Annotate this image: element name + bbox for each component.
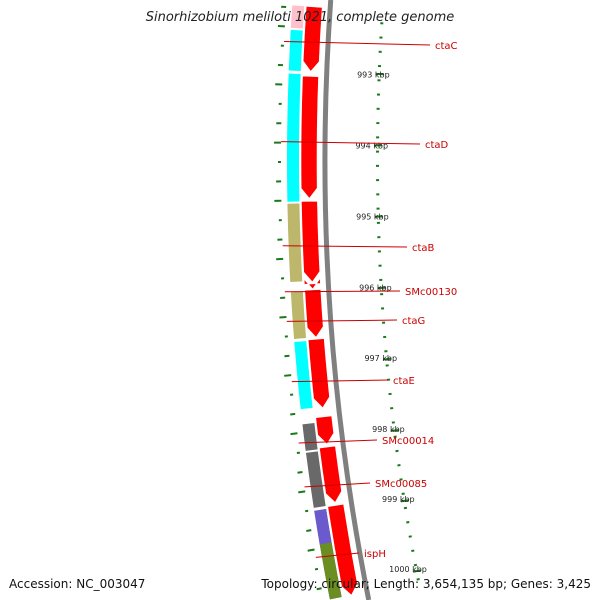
backbone <box>322 0 372 600</box>
scale-label: 1000 kbp <box>389 565 427 574</box>
cog-segment <box>287 203 303 283</box>
minor-tick <box>413 563 418 567</box>
gene-label-smc00130: SMc00130 <box>405 287 457 298</box>
minor-tick <box>416 578 420 581</box>
scale-label: 996 kbp <box>359 283 392 292</box>
accession-label: Accession: NC_003047 <box>9 577 146 591</box>
gc-tick <box>290 412 296 416</box>
leader-line <box>291 379 389 383</box>
gc-tick <box>307 548 315 552</box>
cog-segment <box>288 29 303 71</box>
major-tick <box>390 428 399 432</box>
cog-segment <box>302 423 318 451</box>
gc-tick <box>284 374 292 377</box>
leader-line <box>281 141 421 145</box>
minor-tick <box>408 535 412 538</box>
topology-label: Topology: circular; Length: 3,654,135 bp… <box>261 577 591 591</box>
gc-tick <box>314 567 319 571</box>
leader-line <box>304 482 371 488</box>
cds-track <box>300 6 358 596</box>
map-title: Sinorhizobium meliloti 1021, complete ge… <box>145 10 455 25</box>
leader-line <box>284 41 431 46</box>
cds-arrow <box>300 75 319 199</box>
gc-tick <box>306 529 312 532</box>
cog-segment <box>305 451 326 508</box>
gc-tick <box>298 490 306 494</box>
cog-segment <box>290 291 307 339</box>
gc-tick <box>316 587 322 591</box>
leader-line <box>282 245 408 248</box>
scale-label: 999 kbp <box>382 495 415 504</box>
scale-label: 995 kbp <box>356 212 389 221</box>
leader-line <box>286 319 398 322</box>
gene-label-ctae: ctaE <box>393 376 415 387</box>
cds-arrow <box>319 445 342 503</box>
cds-arrow <box>307 338 330 409</box>
gene-label-smc00014: SMc00014 <box>382 436 434 447</box>
cds-arrow <box>315 415 334 445</box>
cds-arrow <box>301 200 321 283</box>
major-tick <box>400 499 409 503</box>
cds-arrow <box>327 503 358 596</box>
gene-label-ctad: ctaD <box>425 140 449 151</box>
scale-ticks: 993 kbp 994 kbp 995 kbp 996 kbp 997 kbp 998 k… <box>355 22 427 581</box>
leader-line <box>284 290 401 293</box>
scale-label: 997 kbp <box>364 354 397 363</box>
gene-label-smc00085: SMc00085 <box>375 479 427 490</box>
cog-track <box>286 5 342 600</box>
gene-label-isph: ispH <box>364 549 386 560</box>
gene-labels: ctaC ctaD ctaB SMc00130 ctaG ctaE SMc00014 SMc0… <box>364 41 458 560</box>
cds-arrow <box>303 277 321 290</box>
leader-line <box>298 439 378 444</box>
major-tick <box>383 357 392 361</box>
minor-tick <box>411 549 415 553</box>
gc-tick <box>297 471 303 474</box>
cds-arrow <box>304 289 324 338</box>
leader-line <box>315 552 360 558</box>
backbone-line <box>322 0 372 600</box>
scale-label: 994 kbp <box>355 141 388 150</box>
gc-tick <box>290 432 298 436</box>
gene-label-ctac: ctaC <box>435 41 458 52</box>
label-leaders <box>281 41 431 558</box>
gc-ticks <box>274 5 322 591</box>
cog-segment <box>294 341 313 410</box>
cog-segment <box>286 73 301 202</box>
gene-label-ctab: ctaB <box>412 243 435 254</box>
cog-segment <box>290 5 305 29</box>
gene-label-ctag: ctaG <box>402 316 425 327</box>
scale-label: 993 kbp <box>357 70 390 79</box>
cds-arrow <box>302 6 323 72</box>
major-tick <box>412 569 422 573</box>
scale-label: 998 kbp <box>372 425 405 434</box>
